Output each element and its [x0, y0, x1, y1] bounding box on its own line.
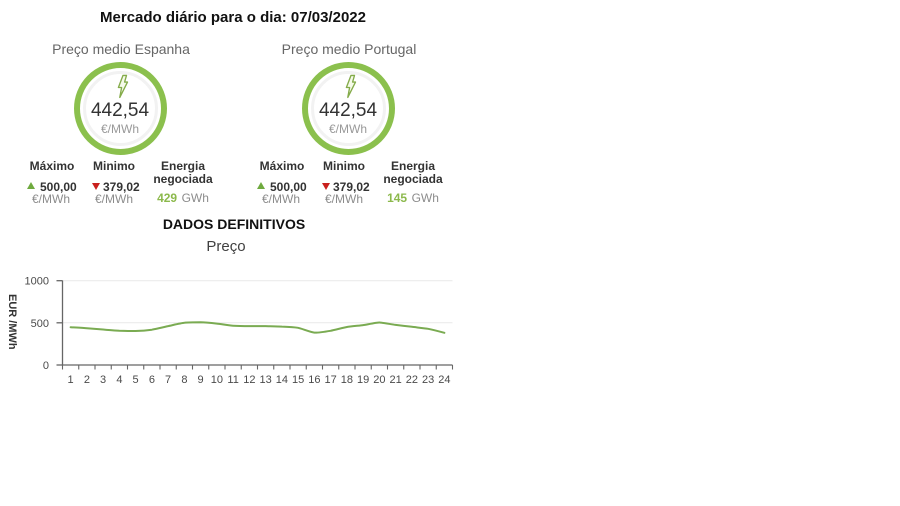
- svg-text:500: 500: [31, 318, 49, 330]
- svg-text:7: 7: [165, 374, 171, 386]
- svg-text:10: 10: [211, 374, 223, 386]
- svg-text:12: 12: [243, 374, 255, 386]
- svg-text:11: 11: [227, 374, 238, 386]
- svg-text:16: 16: [308, 374, 320, 386]
- svg-text:22: 22: [406, 374, 418, 386]
- svg-text:23: 23: [422, 374, 434, 386]
- svg-text:9: 9: [198, 374, 204, 386]
- svg-text:18: 18: [341, 374, 353, 386]
- svg-text:1: 1: [68, 374, 74, 386]
- svg-text:3: 3: [100, 374, 106, 386]
- svg-text:8: 8: [181, 374, 187, 386]
- svg-text:2: 2: [84, 374, 90, 386]
- svg-text:24: 24: [438, 374, 450, 386]
- svg-text:6: 6: [149, 374, 155, 386]
- svg-text:17: 17: [324, 374, 336, 386]
- svg-text:1000: 1000: [25, 276, 49, 288]
- svg-text:21: 21: [389, 374, 401, 386]
- svg-text:15: 15: [292, 374, 304, 386]
- svg-text:13: 13: [259, 374, 271, 386]
- svg-text:14: 14: [276, 374, 288, 386]
- svg-text:5: 5: [133, 374, 139, 386]
- svg-text:0: 0: [43, 360, 49, 372]
- svg-text:19: 19: [357, 374, 369, 386]
- svg-text:20: 20: [373, 374, 385, 386]
- svg-text:4: 4: [116, 374, 122, 386]
